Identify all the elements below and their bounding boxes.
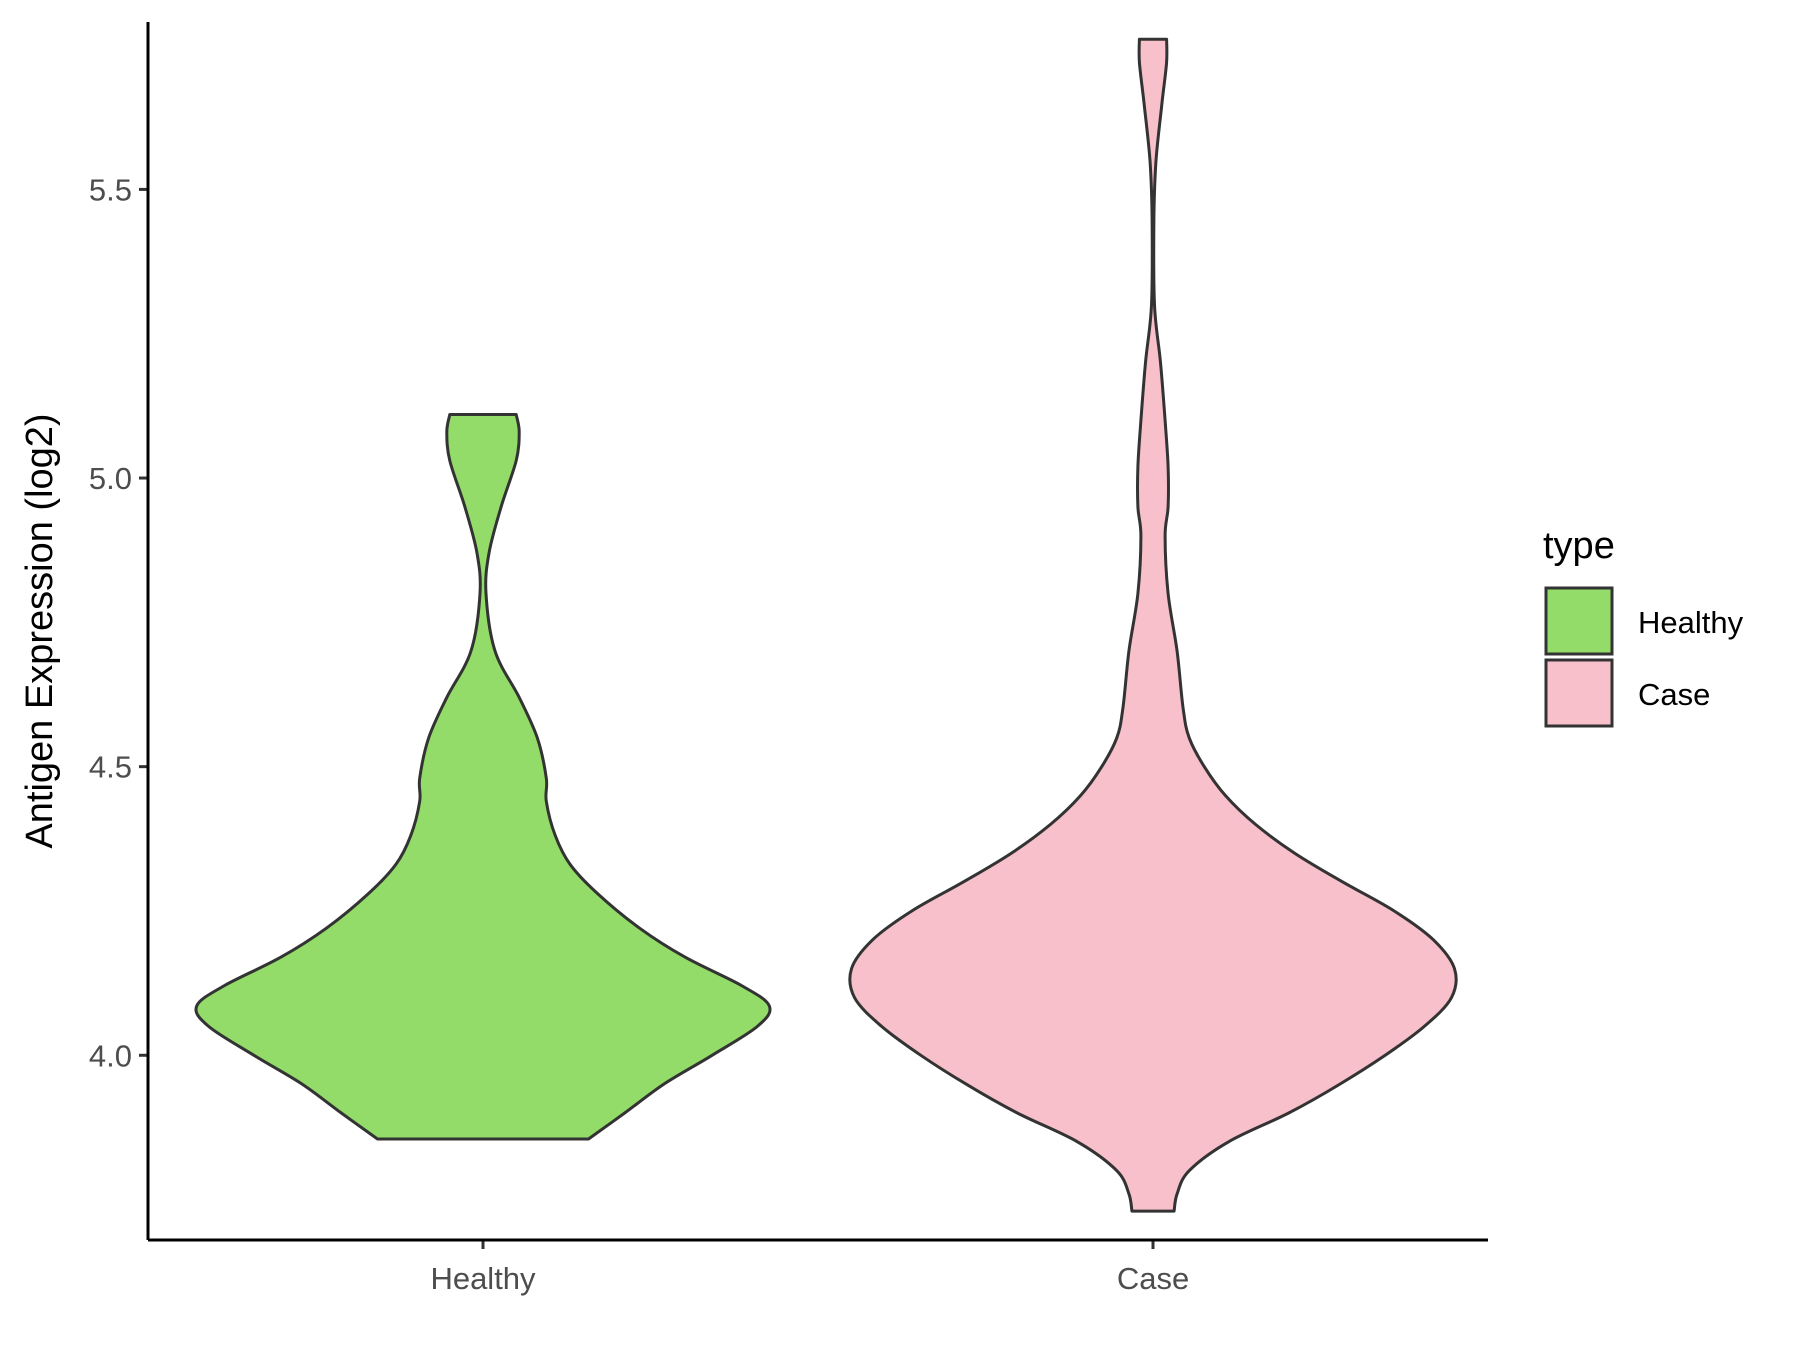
legend-key-case — [1544, 658, 1614, 728]
y-axis-title: Antigen Expression (log2) — [19, 413, 61, 848]
x-axis-ticks: Healthy Case — [430, 1240, 1189, 1296]
y-tick-label: 5.5 — [89, 172, 132, 207]
legend: type Healthy Case — [1543, 525, 1744, 728]
violin-case — [848, 37, 1458, 1213]
y-tick-label: 4.0 — [89, 1038, 132, 1073]
x-tick-label: Healthy — [430, 1261, 536, 1296]
legend-items: Healthy Case — [1544, 586, 1744, 728]
legend-key-healthy — [1544, 586, 1614, 656]
x-tick-label: Case — [1117, 1261, 1189, 1296]
legend-title: type — [1543, 525, 1615, 567]
legend-label-healthy: Healthy — [1638, 605, 1744, 640]
y-axis-ticks: 4.0 4.5 5.0 5.5 — [89, 172, 148, 1073]
legend-label-case: Case — [1638, 677, 1710, 712]
violin-layer — [194, 37, 1458, 1213]
y-tick-label: 5.0 — [89, 461, 132, 496]
violin-healthy — [194, 413, 772, 1141]
y-tick-label: 4.5 — [89, 750, 132, 785]
